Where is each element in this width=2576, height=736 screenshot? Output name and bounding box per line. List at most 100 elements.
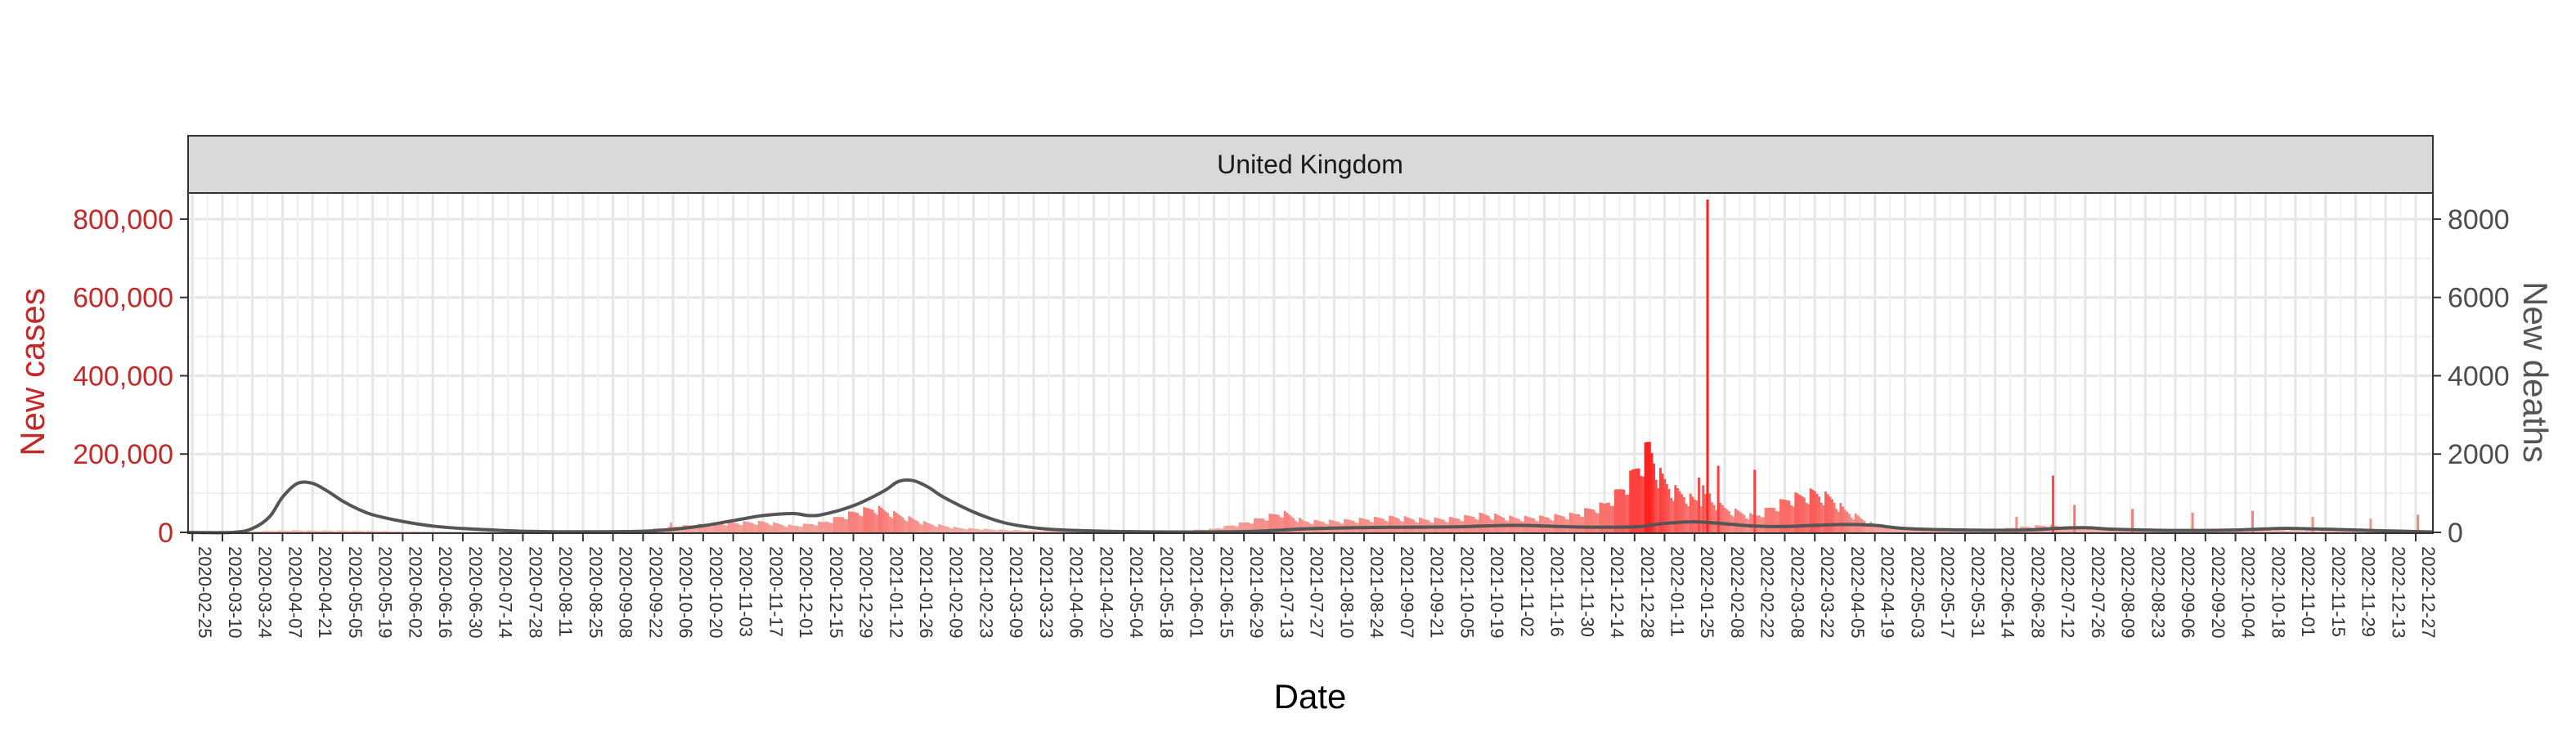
case-bar <box>1801 496 1804 532</box>
case-bar <box>1829 496 1832 532</box>
case-bar <box>2294 530 2297 532</box>
x-axis-tick-label: 2022-04-05 <box>1847 546 1868 639</box>
plot-background <box>188 193 2433 533</box>
case-bar <box>699 523 702 532</box>
x-axis-tick-label: 2021-01-26 <box>916 546 936 639</box>
case-bar <box>2303 531 2306 532</box>
case-bar <box>1407 518 1411 532</box>
case-bar <box>1863 520 1866 532</box>
case-bar <box>1912 530 1915 532</box>
grid-lines <box>188 193 2433 534</box>
case-bar <box>2307 530 2310 532</box>
case-bar <box>1871 523 1874 532</box>
case-bar <box>1770 507 1774 532</box>
case-bar <box>1227 525 1231 532</box>
case-bar <box>953 527 956 532</box>
case-bar <box>1560 515 1564 532</box>
x-axis-tick-label: 2020-06-16 <box>435 546 456 639</box>
case-bar <box>781 525 784 532</box>
x-axis-tick-label: 2022-01-25 <box>1697 546 1717 639</box>
case-bar <box>1691 496 1694 532</box>
case-bar <box>1419 517 1421 532</box>
case-bar <box>1618 489 1622 532</box>
case-bar <box>1603 503 1606 532</box>
case-bar <box>1919 529 1922 532</box>
case-bar <box>695 527 698 532</box>
case-bar <box>936 527 939 532</box>
case-bar <box>2322 531 2325 532</box>
case-bar <box>914 520 918 532</box>
case-bar <box>1830 499 1833 532</box>
y-axis-right-title: New deaths <box>2516 281 2555 463</box>
case-bar <box>761 521 765 532</box>
case-bar <box>1262 518 1265 532</box>
case-bar <box>2258 530 2261 532</box>
case-bar <box>1397 518 1400 532</box>
case-bar <box>1331 520 1334 532</box>
case-bar <box>946 527 949 532</box>
case-bar <box>1496 514 1499 532</box>
case-bar <box>343 531 347 532</box>
case-bar <box>1723 507 1726 532</box>
case-bar <box>2328 531 2331 532</box>
case-bar <box>2088 529 2091 532</box>
case-bar <box>1008 530 1012 532</box>
case-bar <box>867 508 870 532</box>
x-axis-title: Date <box>1274 677 1347 716</box>
case-bar <box>1030 530 1033 532</box>
case-bar <box>1362 518 1366 532</box>
x-axis-tick-label: 2022-05-31 <box>1968 546 1988 639</box>
case-bar <box>1223 526 1227 532</box>
case-bar <box>1613 489 1617 532</box>
case-spike-bar <box>2191 513 2194 532</box>
case-spike-bar <box>1697 477 1700 532</box>
case-bar <box>691 525 694 532</box>
x-axis: 2020-02-25 2020-03-10 2020-03-24 2020-04-07… <box>191 533 2439 639</box>
case-bar <box>1884 525 1887 532</box>
case-bar <box>334 531 338 532</box>
case-bar <box>725 525 729 532</box>
case-bar <box>2107 530 2111 532</box>
case-bar <box>1807 504 1810 532</box>
case-bar <box>1843 509 1847 532</box>
case-bar <box>1258 518 1261 532</box>
case-bar <box>854 512 857 532</box>
case-bar <box>811 524 815 532</box>
case-bar <box>1575 514 1578 532</box>
case-bar <box>1687 506 1690 532</box>
case-bar <box>1925 530 1928 532</box>
case-bar <box>1813 491 1816 532</box>
case-bar <box>792 525 795 532</box>
case-bar <box>1039 531 1042 532</box>
x-axis-tick-label: 2021-09-07 <box>1397 546 1417 639</box>
case-bar <box>2242 530 2246 532</box>
case-bar <box>805 523 808 532</box>
case-bar <box>289 531 293 532</box>
x-axis-tick-label: 2021-08-10 <box>1336 546 1357 639</box>
case-bar <box>1582 517 1585 532</box>
case-bar <box>1605 503 1609 532</box>
case-bar <box>1916 528 1919 532</box>
case-bar <box>2283 530 2287 532</box>
case-bar <box>933 526 936 532</box>
case-bar <box>2105 529 2108 532</box>
case-bar <box>1727 511 1730 532</box>
x-axis-tick-label: 2022-10-04 <box>2238 546 2259 639</box>
case-bar <box>2327 531 2330 532</box>
case-bar <box>1743 514 1746 532</box>
case-bar <box>807 523 810 532</box>
x-axis-tick-label: 2020-11-03 <box>736 546 756 637</box>
case-bar <box>809 523 812 532</box>
case-bar <box>1249 523 1252 532</box>
case-bar <box>272 531 276 532</box>
x-axis-tick-label: 2022-09-06 <box>2178 546 2198 639</box>
case-bar <box>313 530 316 532</box>
case-bar <box>1792 506 1795 532</box>
case-bar <box>1818 496 1821 532</box>
case-bar <box>910 517 913 532</box>
case-bar <box>354 530 357 532</box>
case-bar <box>1601 503 1604 532</box>
x-axis-tick-label: 2021-05-18 <box>1156 546 1177 639</box>
x-axis-tick-label: 2021-10-19 <box>1487 546 1507 639</box>
